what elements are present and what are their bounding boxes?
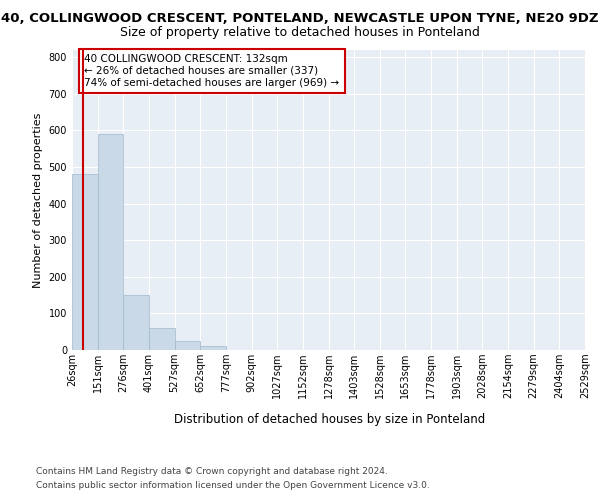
Bar: [72, 174, 98, 350]
Bar: [175, 341, 200, 350]
Text: 40, COLLINGWOOD CRESCENT, PONTELAND, NEWCASTLE UPON TYNE, NE20 9DZ: 40, COLLINGWOOD CRESCENT, PONTELAND, NEW…: [1, 12, 599, 24]
Bar: [124, 295, 149, 350]
Bar: [149, 328, 175, 350]
Text: Size of property relative to detached houses in Ponteland: Size of property relative to detached ho…: [120, 26, 480, 39]
Bar: [200, 346, 226, 350]
Text: Contains public sector information licensed under the Open Government Licence v3: Contains public sector information licen…: [36, 481, 430, 490]
Text: 40 COLLINGWOOD CRESCENT: 132sqm
← 26% of detached houses are smaller (337)
74% o: 40 COLLINGWOOD CRESCENT: 132sqm ← 26% of…: [85, 54, 340, 88]
Text: Contains HM Land Registry data © Crown copyright and database right 2024.: Contains HM Land Registry data © Crown c…: [36, 468, 388, 476]
Bar: [98, 134, 124, 350]
Text: Distribution of detached houses by size in Ponteland: Distribution of detached houses by size …: [175, 412, 485, 426]
Y-axis label: Number of detached properties: Number of detached properties: [33, 112, 43, 288]
